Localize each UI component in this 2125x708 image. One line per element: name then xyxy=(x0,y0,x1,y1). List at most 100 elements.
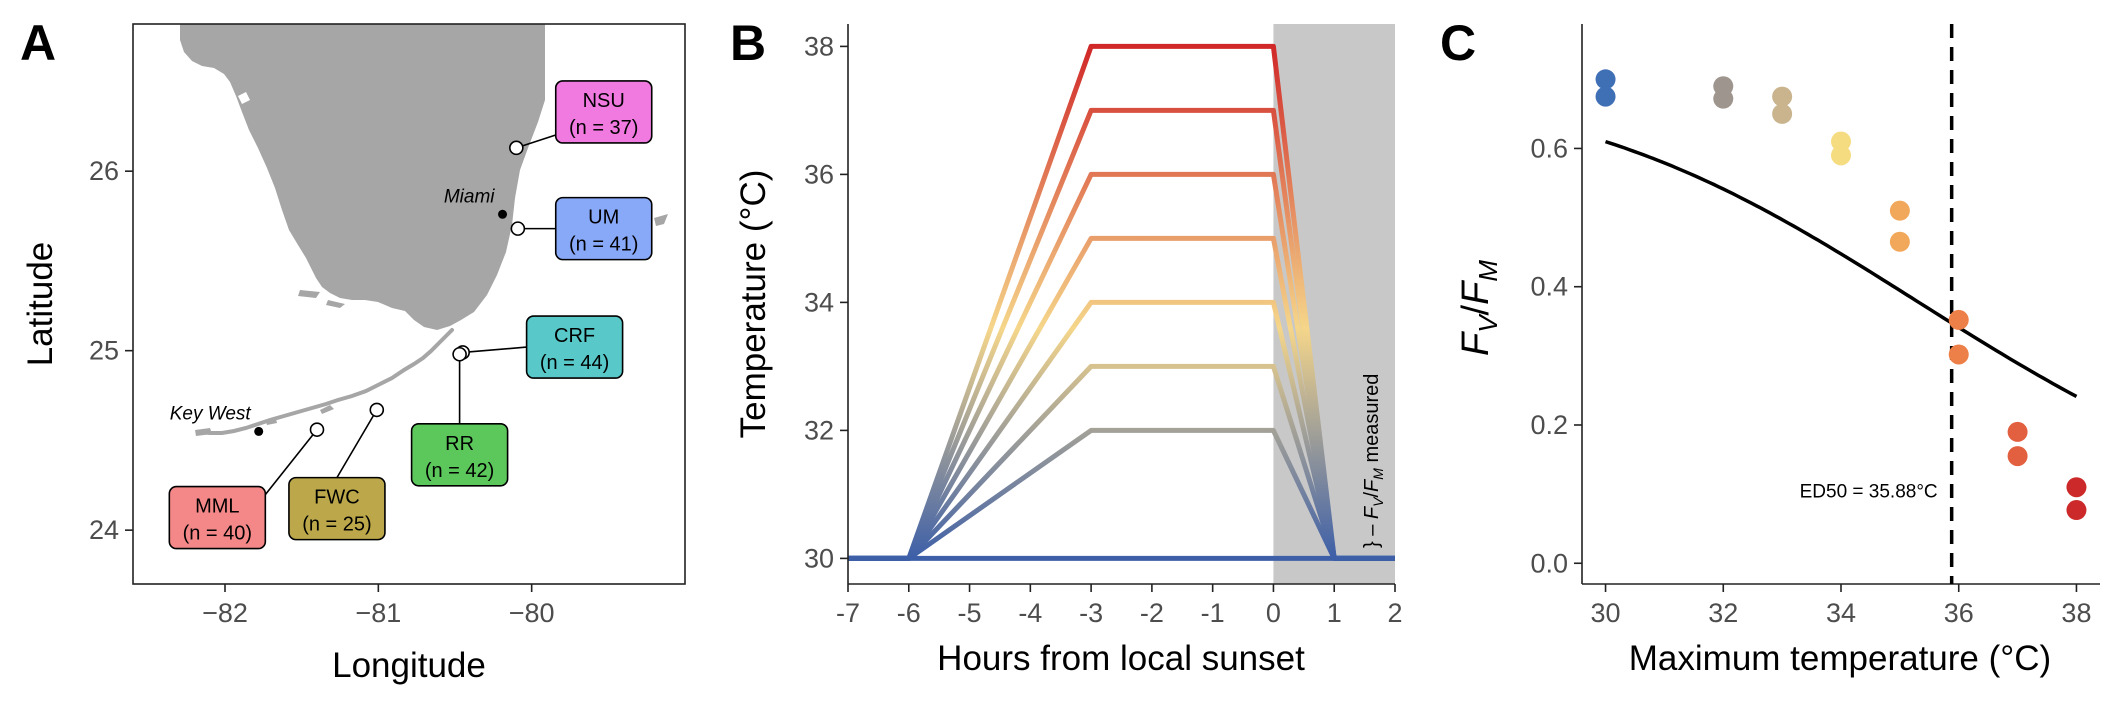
lake-island xyxy=(238,92,250,104)
map-x-axis: −82 −81 −80 xyxy=(202,584,555,628)
temperature-profiles xyxy=(848,43,1395,561)
fitted-curve xyxy=(1604,139,2078,398)
map-y-tick-label: 25 xyxy=(89,336,119,366)
data-point xyxy=(2007,446,2028,467)
site-marker xyxy=(452,346,467,362)
site-connector xyxy=(264,429,318,496)
measurement-annotation: } – FV/FM measured xyxy=(1361,374,1386,548)
b-y-tick-label: 36 xyxy=(804,159,834,189)
site-marker xyxy=(509,140,524,156)
data-point xyxy=(1713,88,1734,109)
map-x-tick-label: −81 xyxy=(355,598,401,628)
data-point xyxy=(1772,103,1793,124)
c-y-tick-label: 0.4 xyxy=(1530,272,1568,302)
b-x-axis: -7 -6 -5 -4 -3 -2 -1 0 1 2 xyxy=(836,584,1403,628)
panel-c-chart: 30 32 34 36 38 0.0 0.2 0.4 0.6 ED50 = 35.88°C M… xyxy=(1455,24,2100,678)
b-x-tick-label: -5 xyxy=(958,598,982,628)
c-x-axis: 30 32 34 36 38 xyxy=(1591,584,2091,628)
data-point xyxy=(1889,200,1910,221)
c-x-tick-label: 36 xyxy=(1944,598,1974,628)
c-x-tick-label: 38 xyxy=(2061,598,2091,628)
site-code: FWC xyxy=(314,487,360,509)
data-point xyxy=(1772,86,1793,107)
b-x-tick-label: 2 xyxy=(1387,598,1402,628)
site-code: MML xyxy=(195,496,239,518)
b-y-tick-label: 30 xyxy=(804,543,834,573)
b-y-tick-label: 34 xyxy=(804,287,834,317)
panel-letter-a: A xyxy=(20,15,56,71)
site-label-box xyxy=(525,315,624,379)
data-point xyxy=(1889,231,1910,252)
site-label-box xyxy=(288,476,386,541)
map-y-axis: 24 25 26 xyxy=(89,156,133,545)
data-point xyxy=(1595,86,1616,107)
city-dot xyxy=(254,426,264,436)
data-point xyxy=(1831,145,1851,166)
profile-line-7 xyxy=(848,43,1395,561)
site-label-box xyxy=(168,485,267,550)
data-point xyxy=(1831,131,1851,152)
site-code: RR xyxy=(445,433,474,455)
b-y-tick-label: 32 xyxy=(804,415,834,445)
map-frame xyxy=(132,23,686,585)
keys-islets xyxy=(195,405,334,436)
c-x-label: Maximum temperature (°C) xyxy=(1629,639,2051,678)
b-x-tick-label: -7 xyxy=(836,598,860,628)
b-x-tick-label: -1 xyxy=(1201,598,1225,628)
map-sites: NSU (n = 37) UM (n = 41) CRF (n = 44) RR (n = 4… xyxy=(168,80,653,550)
c-y-tick-label: 0.6 xyxy=(1530,133,1568,163)
map-y-tick-label: 26 xyxy=(89,156,119,186)
site-code: UM xyxy=(588,207,619,229)
b-x-tick-label: -6 xyxy=(897,598,921,628)
c-x-tick-label: 30 xyxy=(1591,598,1621,628)
map-y-label: Latitude xyxy=(21,242,60,367)
b-x-label: Hours from local sunset xyxy=(937,639,1305,678)
panel-b-chart: -7 -6 -5 -4 -3 -2 -1 0 1 2 30 32 34 36 38 Hours from … xyxy=(734,24,1403,678)
site-sample-size: (n = 42) xyxy=(425,460,494,482)
data-points xyxy=(1595,69,2087,521)
florida-keys xyxy=(198,328,454,435)
b-x-tick-label: 1 xyxy=(1327,598,1342,628)
site-sample-size: (n = 25) xyxy=(302,514,371,536)
site-label-box xyxy=(410,422,509,487)
map-x-label: Longitude xyxy=(332,646,486,685)
c-y-axis: 0.0 0.2 0.4 0.6 xyxy=(1530,133,1582,578)
c-y-label: FV/FM xyxy=(1455,260,1503,356)
city-label: Key West xyxy=(170,403,252,424)
map-x-tick-label: −82 xyxy=(202,598,248,628)
site-sample-size: (n = 44) xyxy=(540,352,609,374)
data-point xyxy=(2066,500,2087,521)
florida-mainland xyxy=(180,24,545,330)
data-point xyxy=(1948,309,1969,330)
site-code: CRF xyxy=(554,325,595,347)
b-y-tick-label: 38 xyxy=(804,31,834,61)
b-y-axis: 30 32 34 36 38 xyxy=(804,31,848,573)
data-point xyxy=(1595,69,1616,90)
b-x-tick-label: -4 xyxy=(1018,598,1042,628)
bahamas-fragment xyxy=(654,214,668,226)
c-x-tick-label: 32 xyxy=(1708,598,1738,628)
b-x-tick-label: 0 xyxy=(1266,598,1281,628)
c-y-tick-label: 0.2 xyxy=(1530,410,1568,440)
map-y-tick-label: 24 xyxy=(89,515,119,545)
map-cities: Miami Key West xyxy=(170,186,508,436)
b-x-tick-label: -2 xyxy=(1140,598,1164,628)
map-x-tick-label: −80 xyxy=(509,598,555,628)
city-label: Miami xyxy=(444,186,495,207)
site-connector xyxy=(336,409,378,479)
panel-letter-c: C xyxy=(1440,15,1476,71)
b-y-label: Temperature (°C) xyxy=(734,170,773,439)
data-point xyxy=(2007,421,2028,442)
data-point xyxy=(2066,477,2087,498)
site-connector xyxy=(462,346,527,354)
site-marker xyxy=(369,402,385,418)
city-dot xyxy=(498,209,508,219)
c-y-tick-label: 0.0 xyxy=(1530,548,1568,578)
b-x-tick-label: -3 xyxy=(1079,598,1103,628)
c-x-tick-label: 34 xyxy=(1826,598,1856,628)
panel-a-map: −82 −81 −80 24 25 26 Longitude Latitude Miam… xyxy=(21,23,686,685)
ed50-label: ED50 = 35.88°C xyxy=(1800,482,1938,503)
data-point xyxy=(1948,344,1969,365)
site-label-box xyxy=(554,196,653,261)
